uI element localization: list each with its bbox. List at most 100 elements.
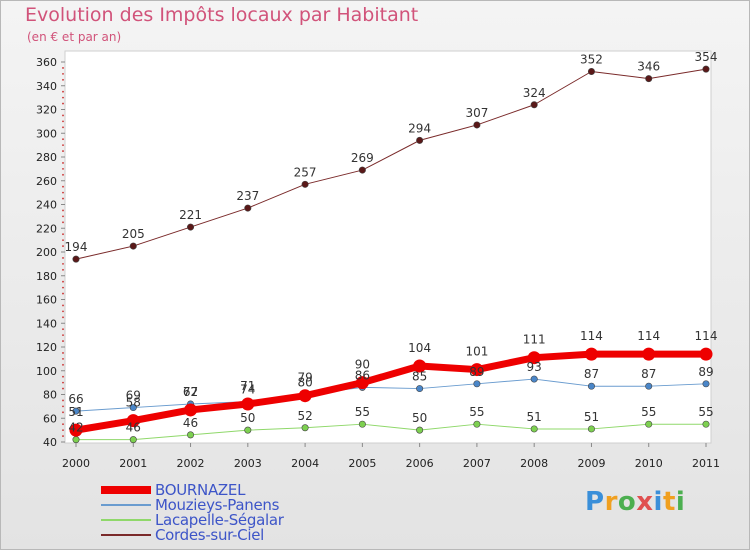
data-label-lacapelle-s-galar: 55 bbox=[469, 405, 484, 419]
data-label-lacapelle-s-galar: 50 bbox=[240, 411, 255, 425]
y-minor-tick bbox=[62, 363, 64, 366]
y-minor-tick bbox=[62, 197, 64, 200]
x-tick-label: 2006 bbox=[406, 457, 434, 470]
data-point-lacapelle-s-galar bbox=[72, 436, 80, 444]
data-point-cordes-sur-ciel bbox=[645, 75, 653, 83]
data-label-bournazel: 111 bbox=[523, 333, 546, 347]
x-tick-label: 2009 bbox=[577, 457, 605, 470]
data-point-bournazel bbox=[527, 351, 541, 365]
y-minor-tick bbox=[62, 126, 64, 129]
y-tick-label: 280 bbox=[36, 151, 57, 164]
data-point-cordes-sur-ciel bbox=[72, 255, 80, 263]
data-label-bournazel: 51 bbox=[68, 405, 83, 419]
legend-item-mouzieys-panens: Mouzieys-Panens bbox=[101, 496, 361, 514]
data-label-mouzieys-panens: 69 bbox=[126, 389, 141, 403]
y-tick-label: 240 bbox=[36, 199, 57, 212]
y-minor-tick bbox=[62, 399, 64, 402]
data-label-bournazel: 90 bbox=[355, 358, 370, 372]
legend-item-lacapelle-s-galar: Lacapelle-Ségalar bbox=[101, 511, 361, 529]
y-minor-tick bbox=[62, 221, 64, 224]
data-label-lacapelle-s-galar: 52 bbox=[297, 409, 312, 423]
legend-item-cordes-sur-ciel: Cordes-sur-Ciel bbox=[101, 526, 361, 544]
y-minor-tick bbox=[62, 304, 64, 307]
y-minor-tick bbox=[62, 144, 64, 147]
y-minor-tick bbox=[62, 381, 64, 384]
data-label-cordes-sur-ciel: 294 bbox=[408, 121, 431, 135]
data-point-mouzieys-panens bbox=[587, 382, 595, 390]
logo-letter: r bbox=[604, 487, 618, 517]
y-minor-tick bbox=[62, 245, 64, 247]
y-minor-tick bbox=[62, 102, 64, 105]
y-minor-tick bbox=[62, 423, 64, 426]
series-line-cordes-sur-ciel bbox=[75, 68, 707, 260]
y-minor-tick bbox=[62, 215, 64, 218]
y-minor-tick bbox=[62, 150, 64, 152]
legend-label: Cordes-sur-Ciel bbox=[155, 526, 265, 544]
data-label-lacapelle-s-galar: 55 bbox=[355, 405, 370, 419]
y-minor-tick bbox=[62, 67, 64, 69]
y-minor-tick bbox=[62, 167, 64, 170]
data-point-lacapelle-s-galar bbox=[129, 436, 137, 444]
series-line-bournazel bbox=[72, 350, 710, 434]
data-point-cordes-sur-ciel bbox=[416, 136, 424, 144]
y-tick-label: 340 bbox=[36, 80, 57, 93]
data-label-mouzieys-panens: 87 bbox=[584, 367, 599, 381]
data-point-lacapelle-s-galar bbox=[530, 425, 538, 433]
y-tick-label: 360 bbox=[36, 56, 57, 69]
y-tick-label: 220 bbox=[36, 222, 57, 235]
data-point-cordes-sur-ciel bbox=[129, 242, 137, 250]
data-label-cordes-sur-ciel: 221 bbox=[179, 208, 202, 222]
data-point-bournazel bbox=[699, 347, 713, 361]
data-label-cordes-sur-ciel: 237 bbox=[236, 189, 259, 203]
data-label-bournazel: 101 bbox=[465, 345, 488, 359]
y-minor-tick bbox=[62, 90, 64, 93]
data-point-bournazel bbox=[642, 347, 656, 361]
legend-swatch bbox=[101, 519, 151, 521]
chart-legend: BOURNAZEL Mouzieys-Panens Lacapelle-Ségala… bbox=[101, 481, 361, 544]
logo-letter: o bbox=[617, 487, 637, 517]
data-label-bournazel: 114 bbox=[580, 329, 603, 343]
y-tick-label: 40 bbox=[43, 436, 57, 449]
data-point-bournazel bbox=[470, 363, 484, 377]
y-minor-tick bbox=[62, 292, 64, 295]
data-point-lacapelle-s-galar bbox=[702, 420, 710, 428]
data-label-cordes-sur-ciel: 346 bbox=[637, 60, 660, 74]
data-point-cordes-sur-ciel bbox=[244, 204, 252, 212]
y-minor-tick bbox=[62, 78, 64, 81]
data-label-bournazel: 104 bbox=[408, 341, 431, 355]
y-tick-label: 200 bbox=[36, 246, 57, 259]
x-tick-label: 2004 bbox=[291, 457, 319, 470]
data-point-bournazel bbox=[413, 359, 427, 373]
data-point-cordes-sur-ciel bbox=[702, 65, 710, 73]
data-point-mouzieys-panens bbox=[72, 407, 80, 415]
legend-item-bournazel: BOURNAZEL bbox=[101, 481, 361, 499]
data-point-cordes-sur-ciel bbox=[187, 223, 195, 231]
data-label-lacapelle-s-galar: 46 bbox=[183, 416, 198, 430]
y-minor-tick bbox=[62, 405, 64, 408]
data-label-lacapelle-s-galar: 46 bbox=[126, 421, 141, 435]
data-point-lacapelle-s-galar bbox=[244, 426, 252, 434]
data-point-lacapelle-s-galar bbox=[587, 425, 595, 433]
y-minor-tick bbox=[62, 239, 64, 242]
y-minor-tick bbox=[62, 191, 64, 194]
logo-letter: P bbox=[585, 487, 605, 517]
data-label-lacapelle-s-galar: 51 bbox=[527, 410, 542, 424]
y-minor-tick bbox=[62, 352, 64, 354]
y-minor-tick bbox=[62, 280, 64, 283]
legend-label: Mouzieys-Panens bbox=[155, 496, 280, 514]
x-tick-label: 2001 bbox=[119, 457, 147, 470]
y-minor-tick bbox=[62, 162, 64, 164]
data-label-bournazel: 79 bbox=[297, 371, 312, 385]
y-minor-tick bbox=[62, 209, 64, 212]
y-minor-tick bbox=[62, 185, 64, 188]
y-minor-tick bbox=[62, 334, 64, 337]
data-label-cordes-sur-ciel: 354 bbox=[695, 50, 718, 64]
y-minor-tick bbox=[62, 429, 64, 432]
y-minor-tick bbox=[62, 268, 64, 271]
data-label-cordes-sur-ciel: 194 bbox=[65, 240, 88, 254]
y-minor-tick bbox=[62, 138, 64, 141]
proxiti-logo: Proxiti bbox=[585, 487, 685, 517]
y-tick-label: 300 bbox=[36, 127, 57, 140]
data-point-bournazel bbox=[69, 423, 83, 437]
y-tick-label: 320 bbox=[36, 104, 57, 117]
